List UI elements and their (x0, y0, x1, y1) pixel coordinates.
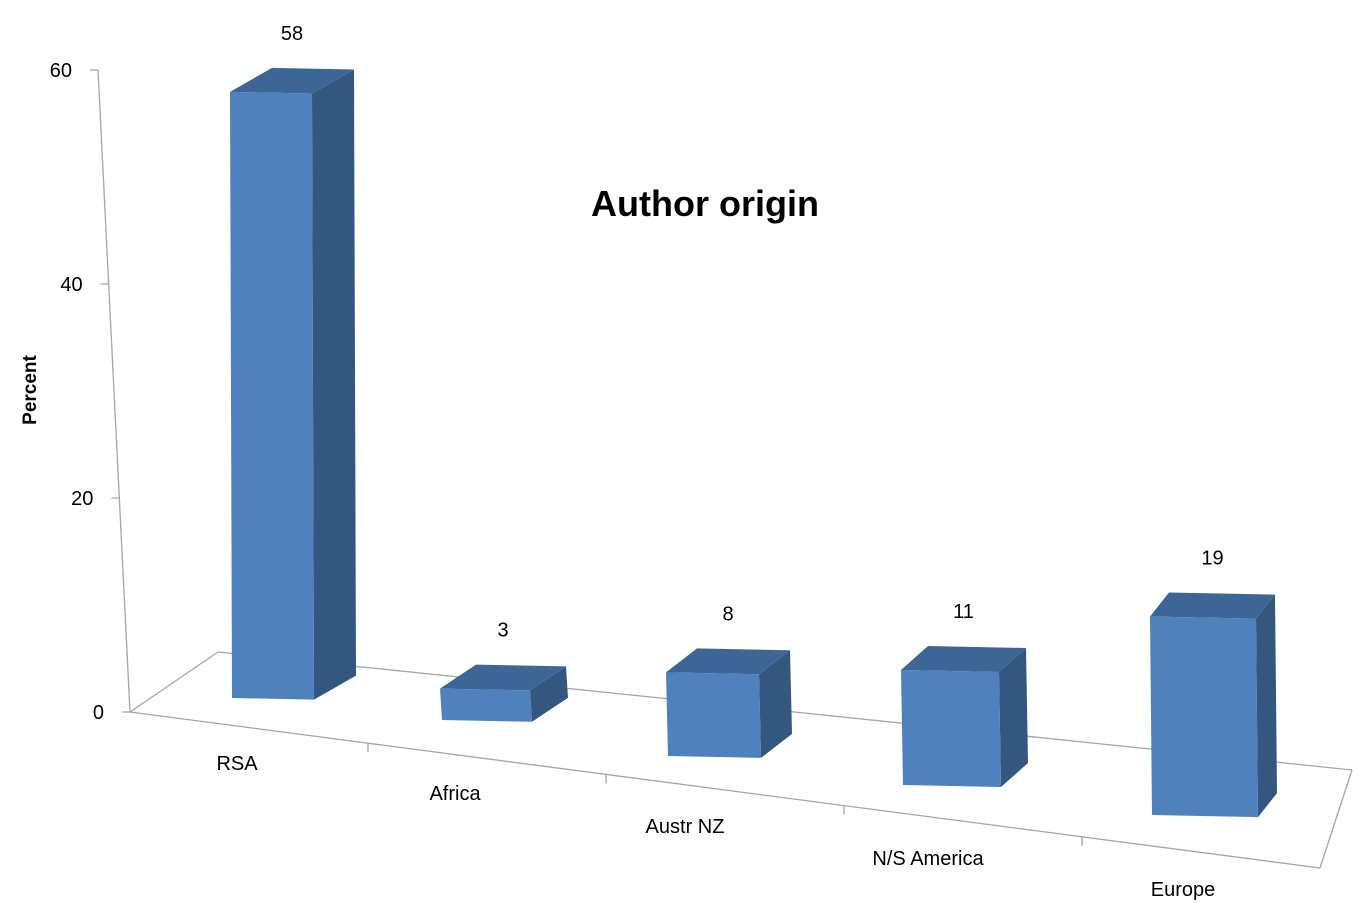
bar-side (759, 650, 792, 758)
bar-front (1150, 616, 1258, 818)
data-label: 58 (281, 23, 303, 45)
bar (666, 648, 792, 758)
x-tick-label: Europe (1151, 879, 1216, 901)
bar-top (901, 646, 1026, 672)
bar-side (1256, 594, 1277, 818)
data-label: 11 (953, 601, 974, 623)
bar-front (901, 670, 1001, 787)
bar-side (312, 69, 356, 700)
bar-top (1150, 592, 1275, 619)
bar-side (530, 666, 568, 722)
labels: Author origin Percent 0 20 40 60 RSA Africa Au… (20, 23, 1224, 901)
bar-front (666, 672, 761, 758)
bar (901, 646, 1028, 787)
data-label: 8 (722, 603, 733, 625)
x-tick-label: N/S America (872, 848, 984, 870)
chart-title: Author origin (591, 183, 819, 224)
x-tick-label: Africa (429, 783, 481, 805)
bar-top (440, 664, 566, 691)
x-tick-label: Austr NZ (646, 816, 725, 838)
bar-top (230, 67, 354, 94)
bar-side (999, 648, 1028, 787)
bars (230, 67, 1277, 818)
floor-right-edge (1319, 769, 1353, 869)
floor-left-edge (129, 651, 219, 713)
bar-front (230, 91, 314, 700)
bar (230, 67, 356, 700)
y-axis-title: Percent (20, 354, 41, 424)
y-tick-label: 40 (60, 274, 82, 296)
data-label: 3 (497, 620, 508, 642)
x-axis-line (129, 711, 1321, 869)
bar (1150, 592, 1277, 818)
y-tick-label: 60 (50, 60, 72, 82)
x-tick-label: RSA (216, 753, 258, 775)
bar (440, 664, 568, 722)
bar-front (440, 688, 532, 722)
y-axis-line (97, 69, 131, 713)
y-tick-label: 20 (71, 488, 93, 510)
data-label: 19 (1201, 547, 1223, 569)
y-tick-label: 0 (93, 702, 104, 724)
bar-top (666, 648, 790, 675)
